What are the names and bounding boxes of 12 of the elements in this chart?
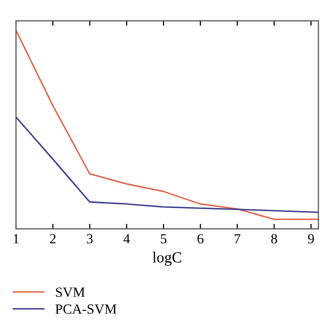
x-tick-label: 8	[271, 234, 278, 244]
x-tick-label: 4	[123, 234, 130, 244]
legend-label: SVM	[56, 288, 85, 297]
x-axis-title: logC	[152, 252, 182, 266]
x-tick-label: 2	[50, 234, 56, 244]
legend-label: PCA-SVM	[55, 304, 116, 314]
x-tick-label: 3	[86, 234, 93, 244]
x-tick-label: 9	[308, 234, 314, 244]
x-tick-label: 7	[234, 234, 240, 244]
x-tick-label: 1	[14, 234, 19, 244]
x-tick-label: 6	[198, 234, 204, 244]
x-tick-label: 5	[160, 234, 166, 244]
